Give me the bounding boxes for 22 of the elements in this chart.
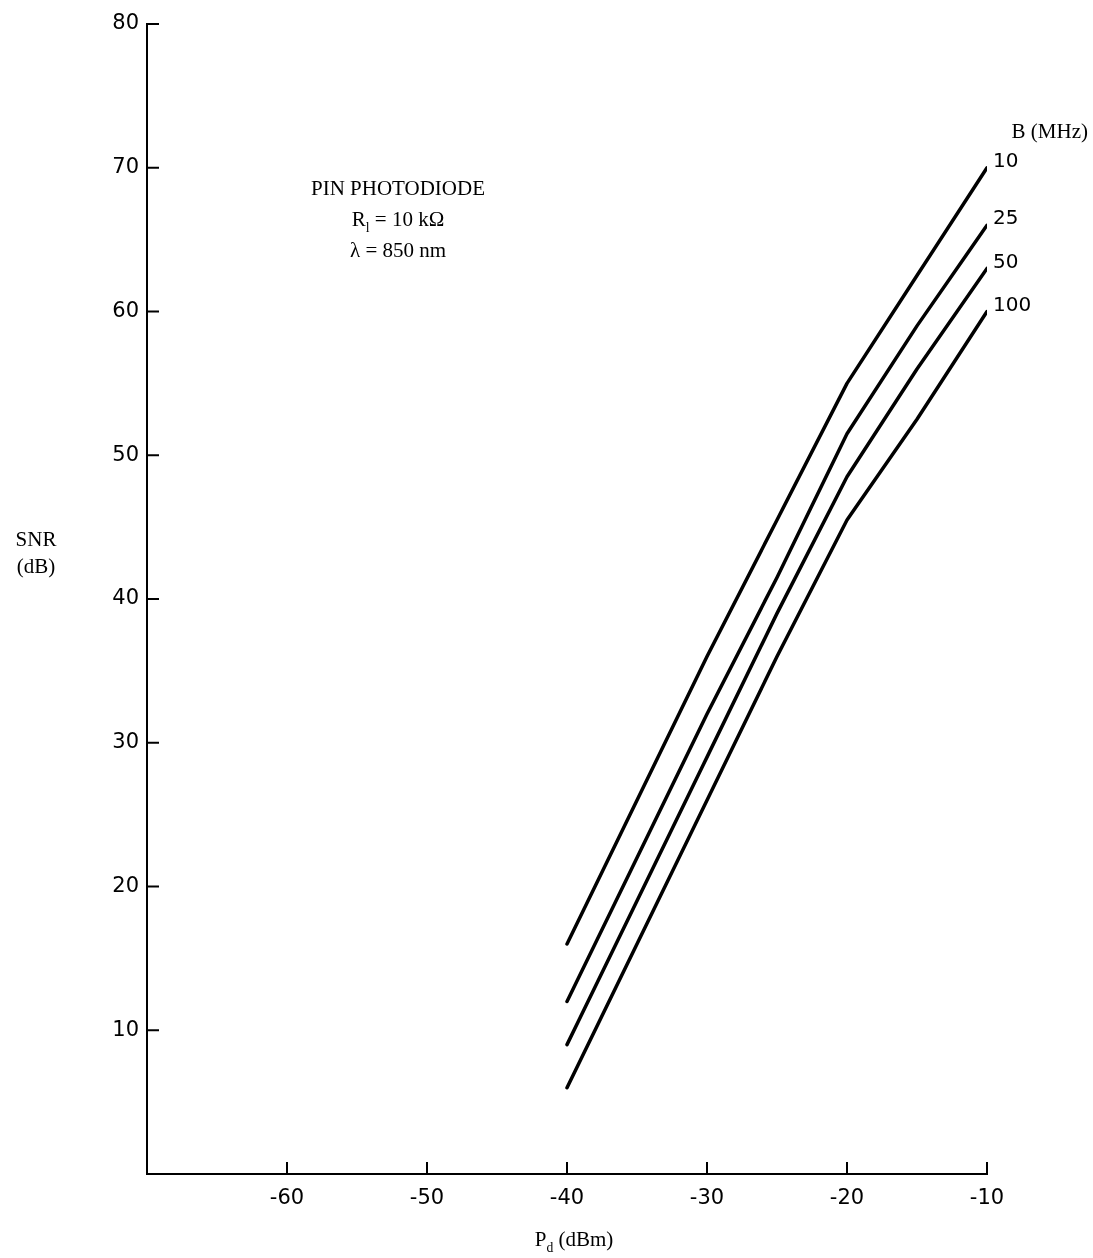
y-tick-label: 20: [112, 872, 139, 897]
y-tick-label: 70: [112, 154, 139, 179]
y-tick-label: 50: [112, 441, 139, 466]
series-label: 25: [993, 205, 1019, 230]
x-tick-label: -10: [969, 1185, 1005, 1210]
series-label: 100: [993, 291, 1032, 316]
x-tick-label: -30: [689, 1185, 725, 1210]
legend-title: B (MHz): [1011, 119, 1089, 143]
annotation: λ = 850 nm: [349, 238, 447, 262]
y-axis-title: SNR (dB): [15, 527, 57, 578]
y-tick-label: 80: [112, 10, 139, 35]
y-tick-label: 60: [112, 297, 139, 322]
series-label: 50: [993, 248, 1019, 273]
y-tick-label: 30: [112, 729, 139, 754]
x-tick-label: -20: [829, 1185, 865, 1210]
x-tick-label: -50: [409, 1185, 445, 1210]
x-tick-label: -60: [269, 1185, 305, 1210]
annotation: PIN PHOTODIODE: [310, 176, 486, 200]
x-tick-label: -40: [549, 1185, 585, 1210]
y-tick-label: 10: [112, 1016, 139, 1041]
y-tick-label: 40: [112, 585, 139, 610]
series-label: 10: [993, 147, 1019, 172]
